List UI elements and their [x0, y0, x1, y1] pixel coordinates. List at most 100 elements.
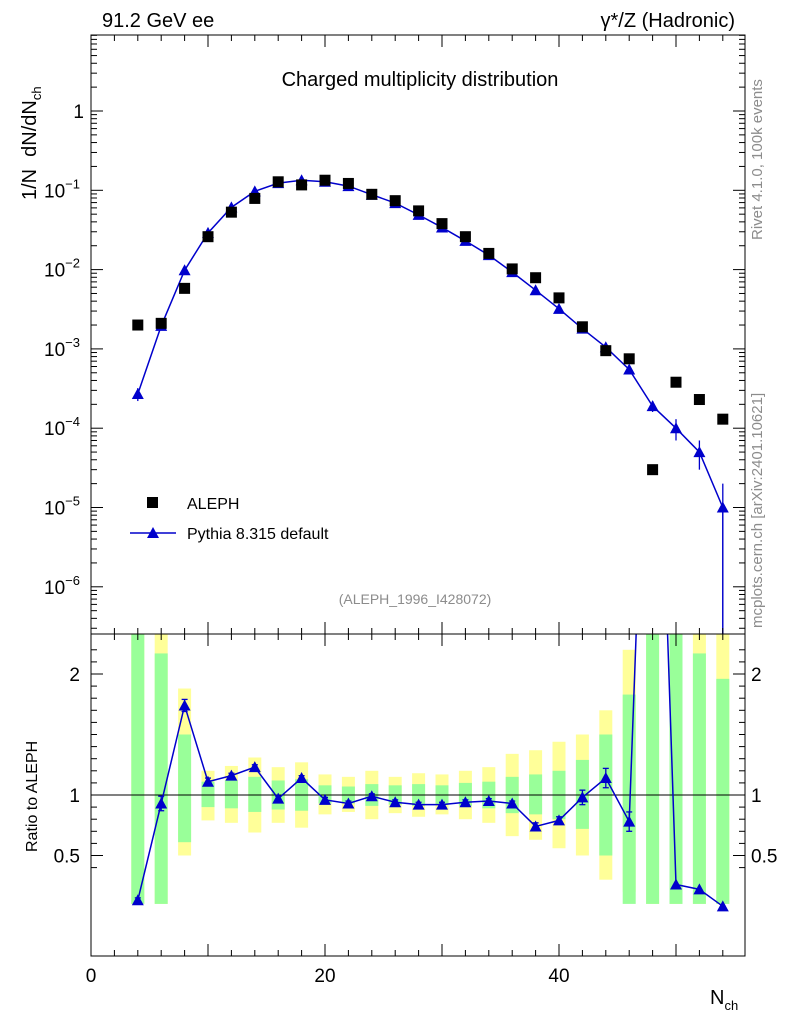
xlabel-sub: ch — [724, 998, 738, 1013]
ratio-point — [295, 772, 308, 784]
top-y-axis-label: 1/N dN/dNch — [19, 86, 44, 200]
ratio-point — [459, 796, 472, 808]
mc-point — [131, 387, 144, 399]
aleph-point — [459, 231, 471, 243]
aleph-point — [436, 218, 448, 230]
ratio-y-tick-label-left: 1 — [69, 786, 80, 807]
mc-point — [670, 422, 682, 434]
ratio-band-green — [154, 653, 168, 904]
ratio-point — [716, 900, 729, 912]
aleph-point — [225, 206, 237, 218]
ratio-point — [131, 894, 144, 906]
aleph-point — [717, 413, 729, 425]
ratio-band-green — [669, 634, 683, 904]
ratio-point — [178, 699, 191, 711]
ratio-band-green — [224, 780, 238, 809]
svg-text:1/NdN/dNch: 1/N dN/dNch — [19, 86, 44, 200]
aleph-point — [693, 394, 705, 406]
aleph-point — [155, 317, 167, 329]
chart-title: Charged multiplicity distribution — [282, 69, 559, 91]
ratio-band-green — [131, 634, 145, 904]
ratio-point — [506, 797, 519, 809]
top-y-tick-label: 10−1 — [44, 176, 80, 202]
ratio-band-green — [248, 776, 262, 812]
mc-point — [623, 363, 636, 375]
ratio-line — [137, 634, 724, 907]
main-plot-axes: 1 10−1 10−2 10−3 10−4 10−5 10−6 — [44, 34, 745, 634]
ratio-point — [529, 820, 542, 832]
ratio-y-tick-label-left: 0.5 — [54, 847, 80, 868]
ratio-point — [670, 878, 682, 890]
ratio-band-green — [201, 781, 215, 808]
ratio-y-tick-label-right: 0.5 — [751, 847, 777, 868]
svg-text:Nch: Nch — [710, 987, 738, 1013]
ratio-point — [319, 793, 331, 805]
ratio-y-tick-label-right: 1 — [751, 786, 762, 807]
top-y-tick-label: 10−5 — [44, 494, 80, 520]
ratio-point — [365, 790, 378, 802]
aleph-point — [319, 174, 331, 186]
x-axis-label: Nch — [710, 987, 738, 1013]
ratio-point — [576, 791, 589, 803]
aleph-point — [530, 272, 542, 284]
ratio-point — [623, 815, 636, 827]
mc-point — [646, 400, 659, 412]
top-y-tick-label: 10−3 — [44, 335, 80, 361]
aleph-point — [296, 179, 308, 191]
ratio-band-green — [622, 694, 636, 904]
ratio-point — [389, 796, 402, 808]
ratio-point — [436, 798, 448, 810]
aleph-point — [600, 345, 612, 357]
aleph-point — [623, 353, 635, 365]
aleph-point — [576, 321, 588, 333]
rivet-version-label: Rivet 4.1.0, 100k events — [749, 79, 766, 240]
energy-label: 91.2 GeV ee — [102, 10, 214, 32]
ylabel-part-b: dN/dN — [19, 100, 41, 157]
aleph-point — [553, 292, 565, 304]
ratio-band-green — [458, 782, 472, 806]
top-y-tick-label: 10−4 — [44, 414, 80, 440]
aleph-point — [202, 231, 214, 243]
ratio-y-tick-label-left: 2 — [69, 665, 80, 686]
ratio-band-green — [529, 774, 543, 815]
mc-point — [553, 302, 565, 314]
mcplots-label: mcplots.cern.ch [arXiv:2401.10621] — [749, 393, 766, 628]
legend-label-pythia: Pythia 8.315 default — [187, 526, 329, 543]
ylabel-part-a: 1/N — [19, 169, 41, 200]
ratio-axes: 0.5 0.51 12 20 20 40 — [54, 634, 777, 987]
x-tick-label: 0 — [86, 966, 97, 987]
aleph-point — [132, 319, 144, 331]
ratio-band-green — [692, 653, 706, 904]
ratio-point — [599, 772, 612, 784]
aleph-point — [483, 247, 495, 259]
xlabel-main: N — [710, 987, 724, 1009]
ratio-point — [553, 814, 565, 826]
aleph-point — [249, 192, 261, 204]
aleph-point — [366, 188, 378, 200]
ratio-point — [412, 798, 425, 810]
main-plot-series — [131, 174, 729, 634]
ratio-y-tick-label-right: 2 — [751, 665, 762, 686]
top-y-tick-label: 10−2 — [44, 256, 80, 282]
legend-label-aleph: ALEPH — [187, 496, 239, 513]
ratio-point — [155, 797, 168, 809]
ratio-band-green — [178, 734, 192, 843]
mc-point — [178, 264, 191, 276]
x-tick-label: 40 — [548, 966, 569, 987]
ylabel-part-sub: ch — [29, 86, 44, 100]
ratio-point — [272, 792, 285, 804]
main-plot-frame — [90, 34, 746, 635]
mc-line — [137, 179, 724, 508]
ratio-point — [225, 769, 238, 781]
ratio-plot-frame — [90, 633, 746, 957]
aleph-point — [670, 376, 682, 388]
aleph-point — [647, 464, 659, 476]
ratio-band-green — [646, 634, 660, 904]
ratio-point — [342, 797, 355, 809]
ratio-y-axis-label: Ratio to ALEPH — [24, 741, 41, 852]
legend: ALEPH Pythia 8.315 default — [130, 496, 329, 543]
ratio-point — [693, 883, 706, 895]
ratio-point — [248, 761, 261, 773]
top-y-tick-label: 1 — [73, 102, 84, 123]
